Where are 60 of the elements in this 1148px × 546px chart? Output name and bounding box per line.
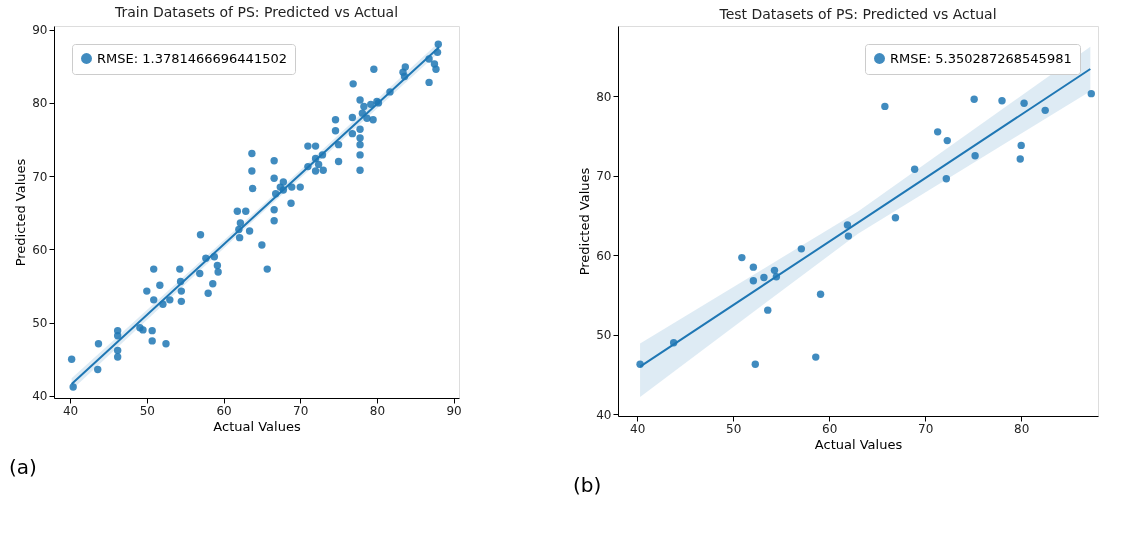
chart-title: Train Datasets of PS: Predicted vs Actual (113, 3, 399, 20)
point (844, 232, 853, 240)
x-tick-label: 40 (62, 403, 79, 418)
x-tick-label: 50 (139, 403, 155, 418)
point (970, 95, 978, 103)
x-tick-label: 50 (726, 421, 742, 436)
x-tick-label: 80 (1014, 421, 1030, 436)
point (971, 152, 979, 160)
legend-label: RMSE: 5.350287268545981 (890, 50, 1072, 66)
point (764, 306, 772, 314)
point (751, 360, 759, 368)
y-tick-label: 50 (32, 316, 48, 331)
point (797, 245, 806, 253)
point (943, 136, 951, 145)
point (812, 353, 820, 361)
y-tick-label: 60 (32, 242, 48, 257)
point (770, 266, 779, 275)
point (843, 221, 852, 229)
point (998, 97, 1006, 105)
x-tick-label: 70 (918, 421, 934, 436)
y-tick-label: 70 (32, 169, 48, 184)
y-axis-title: Predicted Values (577, 167, 593, 276)
point (816, 290, 825, 298)
point (891, 214, 900, 222)
point (1020, 99, 1028, 107)
x-tick-label: 70 (293, 403, 309, 418)
text: (a) (9, 455, 37, 479)
point (942, 175, 951, 183)
point (1017, 141, 1025, 150)
x-axis-title: Actual Values (213, 418, 301, 434)
legend-label: RMSE: 1.3781466696441502 (97, 50, 287, 66)
y-tick-label: 50 (596, 328, 612, 343)
point (910, 165, 919, 173)
point (1041, 106, 1049, 115)
y-tick-label: 60 (596, 248, 612, 263)
y-tick-label: 90 (32, 23, 48, 38)
point (749, 263, 758, 271)
point (1087, 89, 1095, 98)
y-tick-label: 40 (32, 389, 48, 404)
point (669, 339, 678, 347)
point (881, 102, 889, 111)
x-axis-title: Actual Values (814, 436, 903, 452)
point (636, 360, 644, 368)
x-tick-label: 90 (446, 403, 462, 418)
y-axis-title: Predicted Values (13, 158, 29, 267)
y-tick-label: 80 (32, 96, 48, 111)
y-tick-label: 70 (596, 169, 612, 184)
text: (b) (573, 473, 602, 497)
point (933, 128, 942, 136)
y-tick-label: 80 (596, 89, 612, 104)
x-tick-label: 40 (630, 421, 646, 436)
chart-title: Test Datasets of PS: Predicted vs Actual (718, 6, 997, 22)
x-tick-label: 60 (216, 403, 232, 418)
x-tick-label: 60 (822, 421, 838, 436)
point (749, 276, 758, 285)
point (738, 253, 746, 262)
point (760, 273, 768, 282)
point (772, 273, 781, 281)
point (1016, 155, 1024, 163)
x-tick-label: 80 (369, 403, 386, 418)
